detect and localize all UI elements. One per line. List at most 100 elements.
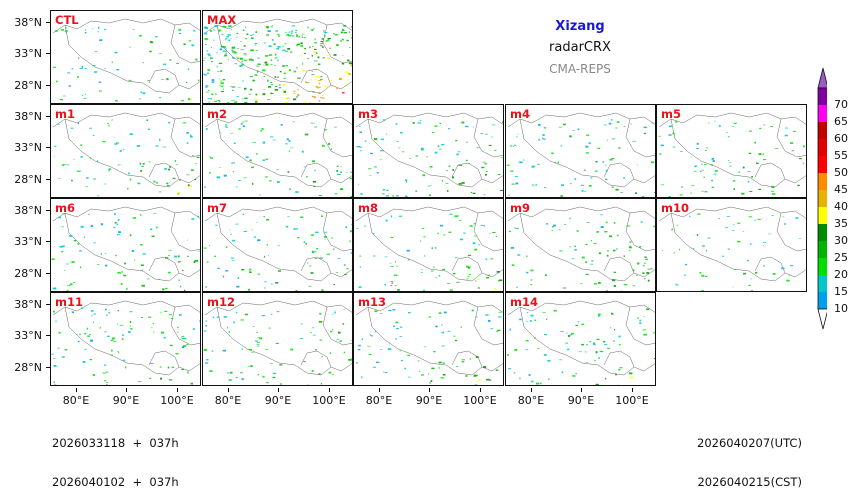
panel-label: m7 [207, 201, 227, 215]
reflectivity-echoes [356, 214, 504, 291]
colorbar-over-triangle [818, 68, 827, 88]
model-title: CMA-REPS [530, 62, 630, 76]
panel-m6: m6 [50, 198, 201, 292]
lat-tick-mark [46, 241, 50, 242]
colorbar-segment [818, 190, 827, 207]
lon-tick-mark [76, 388, 77, 392]
lon-tick-mark [632, 388, 633, 392]
reflectivity-echoes [204, 214, 353, 291]
lon-tick-mark [329, 388, 330, 392]
reflectivity-echoes [658, 121, 807, 198]
lon-tick-label: 90°E [101, 394, 151, 407]
reflectivity-echoes [204, 121, 353, 198]
lon-tick-mark [531, 388, 532, 392]
colorbar-segment [818, 122, 827, 139]
colorbar-label: 30 [834, 234, 848, 247]
lon-tick-label: 100°E [152, 394, 202, 407]
product-title: radarCRX [530, 40, 630, 55]
boundary-lines [508, 113, 656, 187]
lon-tick-mark [177, 388, 178, 392]
lat-tick-label: 33°N [2, 141, 42, 154]
lon-tick-label: 100°E [304, 394, 354, 407]
panel-label: m9 [510, 201, 530, 215]
panel-label: m1 [55, 107, 75, 121]
colorbar-label: 70 [834, 98, 848, 111]
panel-label: m10 [661, 201, 689, 215]
init-time-block: 2026033118 + 037h 2026040102 + 037h [52, 411, 179, 502]
init-time-utc: 2026033118 + 037h [52, 437, 179, 450]
lon-tick-label: 80°E [354, 394, 404, 407]
colorbar-label: 40 [834, 200, 848, 213]
panel-m13: m13 [353, 292, 504, 386]
lon-tick-mark [228, 388, 229, 392]
lat-tick-label: 28°N [2, 173, 42, 186]
colorbar-segment [818, 139, 827, 156]
colorbar [817, 66, 827, 336]
colorbar-label: 10 [834, 302, 848, 315]
panel-m5: m5 [656, 104, 807, 198]
panel-m4: m4 [505, 104, 656, 198]
panel-label: m3 [358, 107, 378, 121]
colorbar-label: 20 [834, 268, 848, 281]
valid-time-cst: 2026040215(CST) [697, 476, 802, 489]
boundary-lines [356, 113, 504, 187]
reflectivity-echoes [53, 27, 200, 102]
lat-tick-mark [46, 210, 50, 211]
boundary-lines [508, 301, 656, 375]
colorbar-label: 50 [834, 166, 848, 179]
colorbar-segment [818, 88, 827, 105]
valid-time-utc: 2026040207(UTC) [697, 437, 802, 450]
lon-tick-mark [278, 388, 279, 392]
valid-time-block: 2026040207(UTC) 2026040215(CST) [697, 411, 802, 502]
panel-label: m2 [207, 107, 227, 121]
boundary-lines [205, 207, 353, 281]
region-title: Xizang [540, 19, 620, 34]
lat-tick-label: 33°N [2, 47, 42, 60]
lat-tick-mark [46, 179, 50, 180]
colorbar-label: 55 [834, 149, 848, 162]
panel-m1: m1 [50, 104, 201, 198]
lat-tick-label: 38°N [2, 110, 42, 123]
reflectivity-echoes [509, 214, 656, 292]
panel-m14: m14 [505, 292, 656, 386]
lon-tick-mark [480, 388, 481, 392]
boundary-lines [659, 113, 807, 187]
lat-tick-mark [46, 116, 50, 117]
boundary-lines [205, 113, 353, 187]
panel-m12: m12 [202, 292, 353, 386]
lon-tick-label: 100°E [607, 394, 657, 407]
colorbar-segment [818, 207, 827, 224]
lon-tick-label: 90°E [556, 394, 606, 407]
reflectivity-echoes [203, 25, 353, 104]
lat-tick-mark [46, 335, 50, 336]
boundary-lines [205, 19, 353, 93]
reflectivity-echoes [52, 213, 201, 292]
lon-tick-label: 100°E [455, 394, 505, 407]
reflectivity-echoes [662, 214, 801, 292]
lon-tick-label: 80°E [51, 394, 101, 407]
lat-tick-label: 38°N [2, 298, 42, 311]
colorbar-label: 65 [834, 115, 848, 128]
panel-m3: m3 [353, 104, 504, 198]
reflectivity-echoes [507, 119, 656, 198]
lat-tick-mark [46, 304, 50, 305]
colorbar-label: 35 [834, 217, 848, 230]
reflectivity-echoes [54, 120, 201, 197]
colorbar-segment [818, 241, 827, 258]
boundary-lines [659, 207, 807, 281]
panel-label: MAX [207, 13, 236, 27]
boundary-lines [53, 301, 201, 375]
lat-tick-label: 28°N [2, 79, 42, 92]
panel-m11: m11 [50, 292, 201, 386]
reflectivity-echoes [357, 119, 505, 197]
lat-tick-mark [46, 367, 50, 368]
lon-tick-label: 80°E [506, 394, 556, 407]
colorbar-segment [818, 105, 827, 122]
reflectivity-echoes [356, 309, 502, 385]
lon-tick-mark [581, 388, 582, 392]
lat-tick-mark [46, 147, 50, 148]
lat-tick-label: 33°N [2, 329, 42, 342]
lon-tick-label: 90°E [253, 394, 303, 407]
lat-tick-mark [46, 53, 50, 54]
lat-tick-mark [46, 85, 50, 86]
